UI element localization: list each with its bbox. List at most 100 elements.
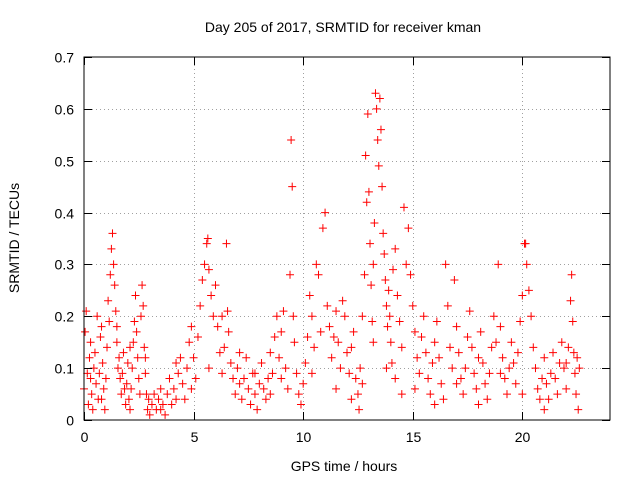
- data-point: [109, 260, 118, 269]
- data-point: [187, 384, 196, 393]
- data-point: [213, 322, 222, 331]
- data-point: [481, 379, 490, 388]
- axis-ticks: [84, 57, 610, 421]
- chart-title: Day 205 of 2017, SRMTID for receiver kma…: [205, 19, 481, 35]
- data-point: [443, 301, 452, 310]
- y-tick-label: 0.7: [55, 50, 75, 66]
- data-point: [368, 317, 377, 326]
- data-point: [567, 270, 576, 279]
- data-point: [165, 374, 174, 383]
- data-point: [191, 374, 200, 383]
- data-point: [374, 161, 383, 170]
- grid-lines: [84, 57, 610, 420]
- data-points: [80, 89, 584, 419]
- data-point: [518, 390, 527, 399]
- data-point: [439, 395, 448, 404]
- data-point: [294, 390, 303, 399]
- data-point: [383, 322, 392, 331]
- data-point: [395, 317, 404, 326]
- y-tick-labels: 0 0.1 0.2 0.3 0.4 0.5 0.6 0.7: [55, 50, 75, 429]
- data-point: [287, 135, 296, 144]
- data-point: [218, 369, 227, 378]
- data-point: [316, 327, 325, 336]
- data-point: [185, 338, 194, 347]
- data-point: [85, 353, 94, 362]
- data-point: [127, 384, 136, 393]
- data-point: [349, 327, 358, 336]
- data-point: [110, 281, 119, 290]
- data-point: [141, 369, 150, 378]
- data-point: [138, 281, 147, 290]
- data-point: [106, 270, 115, 279]
- data-point: [358, 379, 367, 388]
- data-point: [215, 348, 224, 357]
- data-point: [141, 353, 150, 362]
- data-point: [569, 348, 578, 357]
- data-point: [196, 301, 205, 310]
- data-point: [310, 343, 319, 352]
- data-point: [428, 358, 437, 367]
- data-point: [220, 343, 229, 352]
- data-point: [483, 395, 492, 404]
- data-point: [562, 358, 571, 367]
- data-point: [289, 312, 298, 321]
- data-point: [454, 348, 463, 357]
- data-point: [496, 322, 505, 331]
- data-point: [281, 364, 290, 373]
- data-point: [233, 364, 242, 373]
- data-point: [174, 369, 183, 378]
- data-point: [375, 94, 384, 103]
- y-tick-label: 0.4: [55, 206, 75, 222]
- data-point: [432, 317, 441, 326]
- data-point: [511, 379, 520, 388]
- data-point: [270, 333, 279, 342]
- data-point: [97, 395, 106, 404]
- data-point: [448, 364, 457, 373]
- y-tick-label: 0.6: [55, 102, 75, 118]
- data-point: [321, 208, 330, 217]
- data-point: [237, 395, 246, 404]
- data-point: [169, 384, 178, 393]
- data-point: [118, 369, 127, 378]
- data-point: [389, 265, 398, 274]
- plot-frame: [83, 56, 611, 421]
- data-point: [358, 312, 367, 321]
- data-point: [156, 405, 165, 414]
- data-point: [421, 348, 430, 357]
- data-point: [334, 338, 343, 347]
- data-point: [209, 312, 218, 321]
- x-axis-label: GPS time / hours: [291, 458, 398, 474]
- y-tick-label: 0.2: [55, 309, 75, 325]
- data-point: [272, 312, 281, 321]
- data-point: [198, 275, 207, 284]
- data-point: [235, 348, 244, 357]
- data-point: [266, 390, 275, 399]
- data-point: [154, 395, 163, 404]
- data-point: [467, 343, 476, 352]
- data-point: [397, 390, 406, 399]
- data-point: [279, 307, 288, 316]
- data-point: [283, 384, 292, 393]
- data-point: [176, 353, 185, 362]
- data-point: [318, 224, 327, 233]
- data-point: [93, 312, 102, 321]
- data-point: [540, 405, 549, 414]
- data-point: [305, 291, 314, 300]
- data-point: [142, 390, 151, 399]
- data-point: [361, 151, 370, 160]
- data-point: [229, 374, 238, 383]
- data-point: [290, 338, 299, 347]
- data-point: [553, 390, 562, 399]
- data-point: [575, 364, 584, 373]
- data-point: [435, 353, 444, 362]
- data-point: [408, 301, 417, 310]
- data-point: [307, 312, 316, 321]
- data-point: [399, 203, 408, 212]
- data-point: [463, 333, 472, 342]
- data-point: [83, 369, 92, 378]
- data-point: [343, 348, 351, 357]
- data-point: [496, 369, 505, 378]
- data-point: [465, 307, 474, 316]
- data-point: [382, 301, 391, 310]
